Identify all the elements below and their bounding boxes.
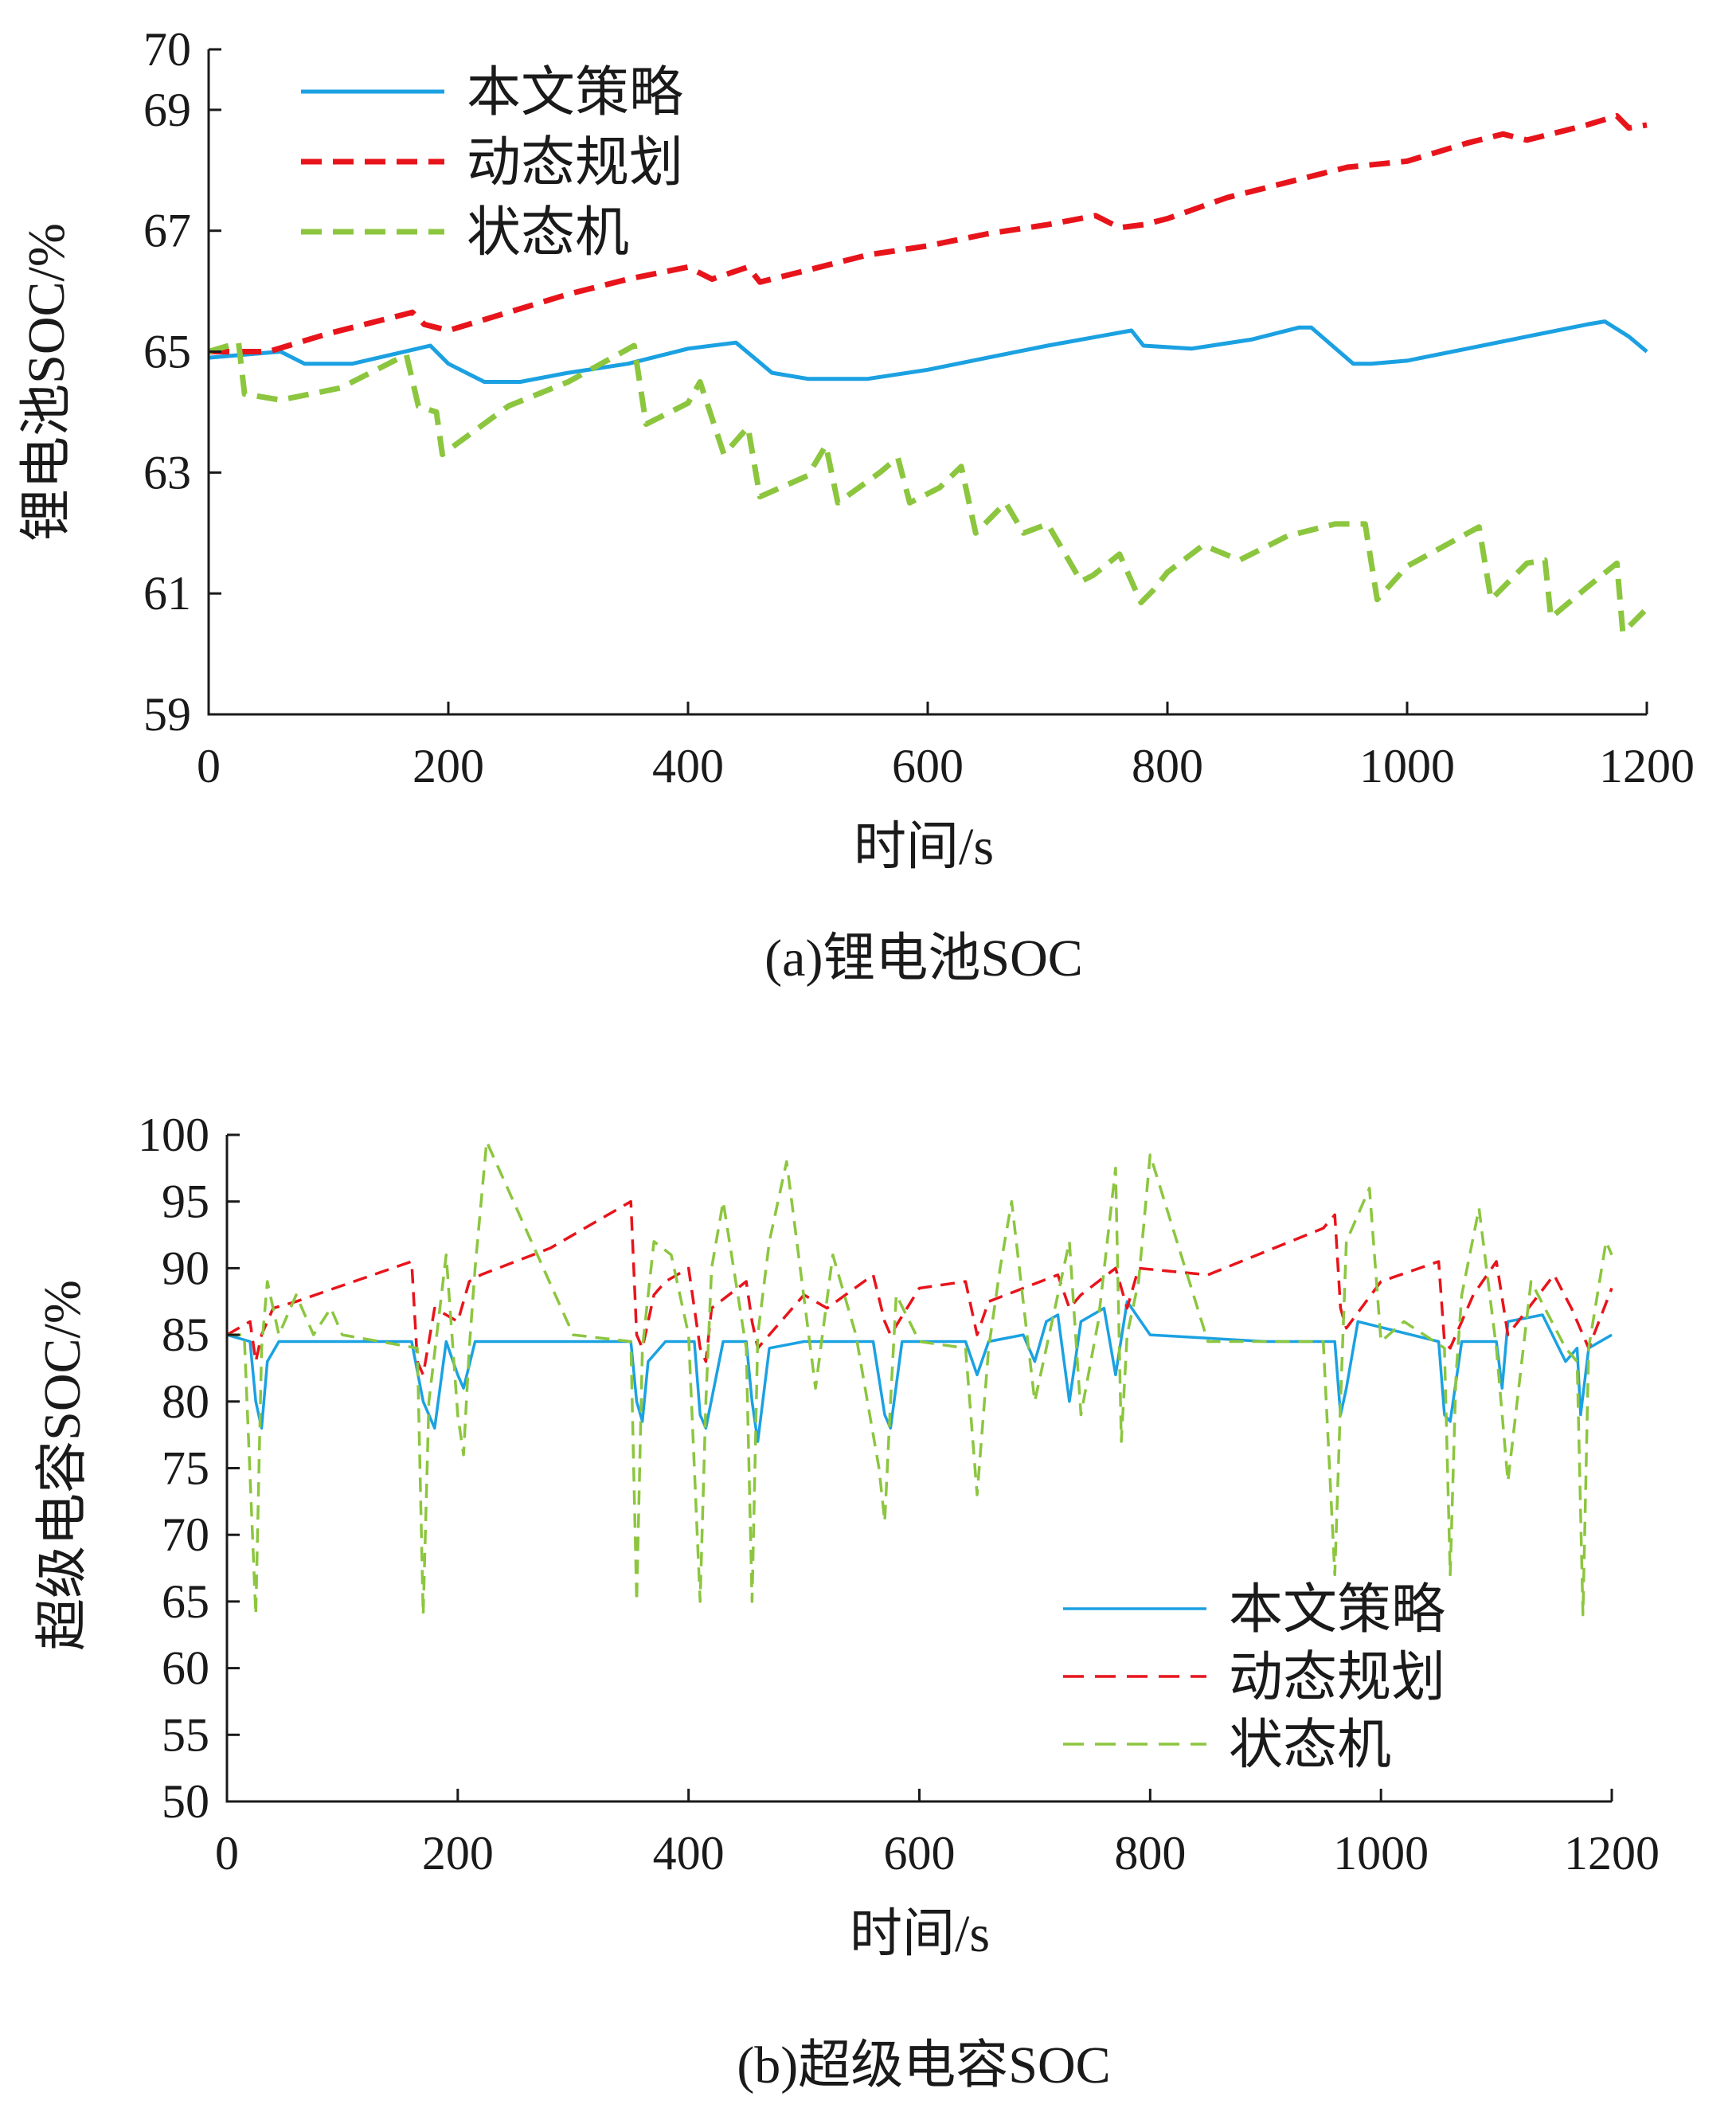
chart-a-xlabel: 时间/s <box>854 818 994 876</box>
chart-b-ytick-label: 70 <box>162 1508 209 1561</box>
chart-b-xtick-label: 1200 <box>1564 1827 1660 1880</box>
chart-a-series-2-line <box>209 113 1648 354</box>
chart-a-ytick-label: 67 <box>143 205 191 257</box>
chart-b-series-2-line <box>226 1199 1613 1377</box>
chart-b-ytick-label: 95 <box>162 1175 209 1228</box>
chart-a-series-layer <box>207 113 1649 636</box>
chart-b-xlabel: 时间/s <box>850 1905 990 1963</box>
chart-a-legend-label-3: 状态机 <box>467 201 629 264</box>
chart-a-xtick-label: 1200 <box>1599 740 1695 792</box>
chart-b-ytick-label: 90 <box>162 1242 209 1294</box>
chart-b-ytick-label: 85 <box>162 1308 209 1361</box>
chart-a-xtick-label: 200 <box>412 740 484 792</box>
chart-b-ytick-label: 60 <box>162 1642 209 1695</box>
chart-a-series-1-line <box>208 319 1648 384</box>
chart-b-xtick-label: 0 <box>215 1827 239 1880</box>
chart-a-ytick-label: 63 <box>143 446 191 499</box>
chart-a-axes <box>207 49 1647 716</box>
chart-a-xtick-label: 600 <box>892 740 964 792</box>
chart-b-xtick-label: 400 <box>653 1827 725 1880</box>
chart-a-ylabel: 锂电池SOC/% <box>18 223 76 542</box>
chart-b-series-layer <box>226 1140 1613 1617</box>
chart-b-xtick-label: 1000 <box>1333 1827 1429 1880</box>
chart-b-legend-label-3: 状态机 <box>1229 1714 1391 1777</box>
chart-a-series-3-line <box>207 339 1649 636</box>
chart-a-ytick-label: 65 <box>143 326 191 378</box>
chart-a-ytick-label: 70 <box>143 23 191 76</box>
chart-a-xtick-label: 0 <box>197 740 221 792</box>
chart-a-xtick-label: 1000 <box>1359 740 1455 792</box>
chart-b-series-3-line <box>227 1140 1613 1617</box>
chart-b-ytick-label: 50 <box>162 1775 209 1828</box>
chart-a-xtick-label: 400 <box>652 740 724 792</box>
chart-b-ylabel: 超级电容SOC/% <box>33 1280 92 1651</box>
chart-b-caption: (b)超级电容SOC <box>737 2036 1110 2095</box>
chart-b-ytick-label: 100 <box>138 1109 209 1161</box>
chart-b-xtick-label: 600 <box>884 1827 956 1880</box>
chart-a-ytick-label: 61 <box>143 567 191 620</box>
panel-a: 0 200 400 600 800 1000 1200 59 61 63 65 67 69 70 本文策略… <box>18 23 1695 988</box>
chart-b-legend-label-2: 动态规划 <box>1229 1646 1445 1709</box>
chart-a-ytick-label: 69 <box>143 84 191 136</box>
chart-a-caption: (a)锂电池SOC <box>764 929 1083 988</box>
panel-b: 0 200 400 600 800 1000 1200 50 55 60 65 70 75 80 85 90 9… <box>33 1109 1660 2095</box>
chart-b-ytick-label: 75 <box>162 1442 209 1495</box>
chart-a-xtick-label: 800 <box>1132 740 1203 792</box>
chart-b-ytick-label: 55 <box>162 1708 209 1761</box>
chart-b-xtick-label: 800 <box>1114 1827 1186 1880</box>
chart-b-legend-label-1: 本文策略 <box>1229 1578 1445 1641</box>
chart-a-legend-label-2: 动态规划 <box>467 131 683 194</box>
chart-b-xtick-label: 200 <box>422 1827 494 1880</box>
chart-b-ytick-label: 65 <box>162 1575 209 1628</box>
chart-a-legend-label-1: 本文策略 <box>467 61 683 124</box>
chart-b-ytick-label: 80 <box>162 1375 209 1428</box>
chart-a-ytick-label: 59 <box>143 688 191 741</box>
